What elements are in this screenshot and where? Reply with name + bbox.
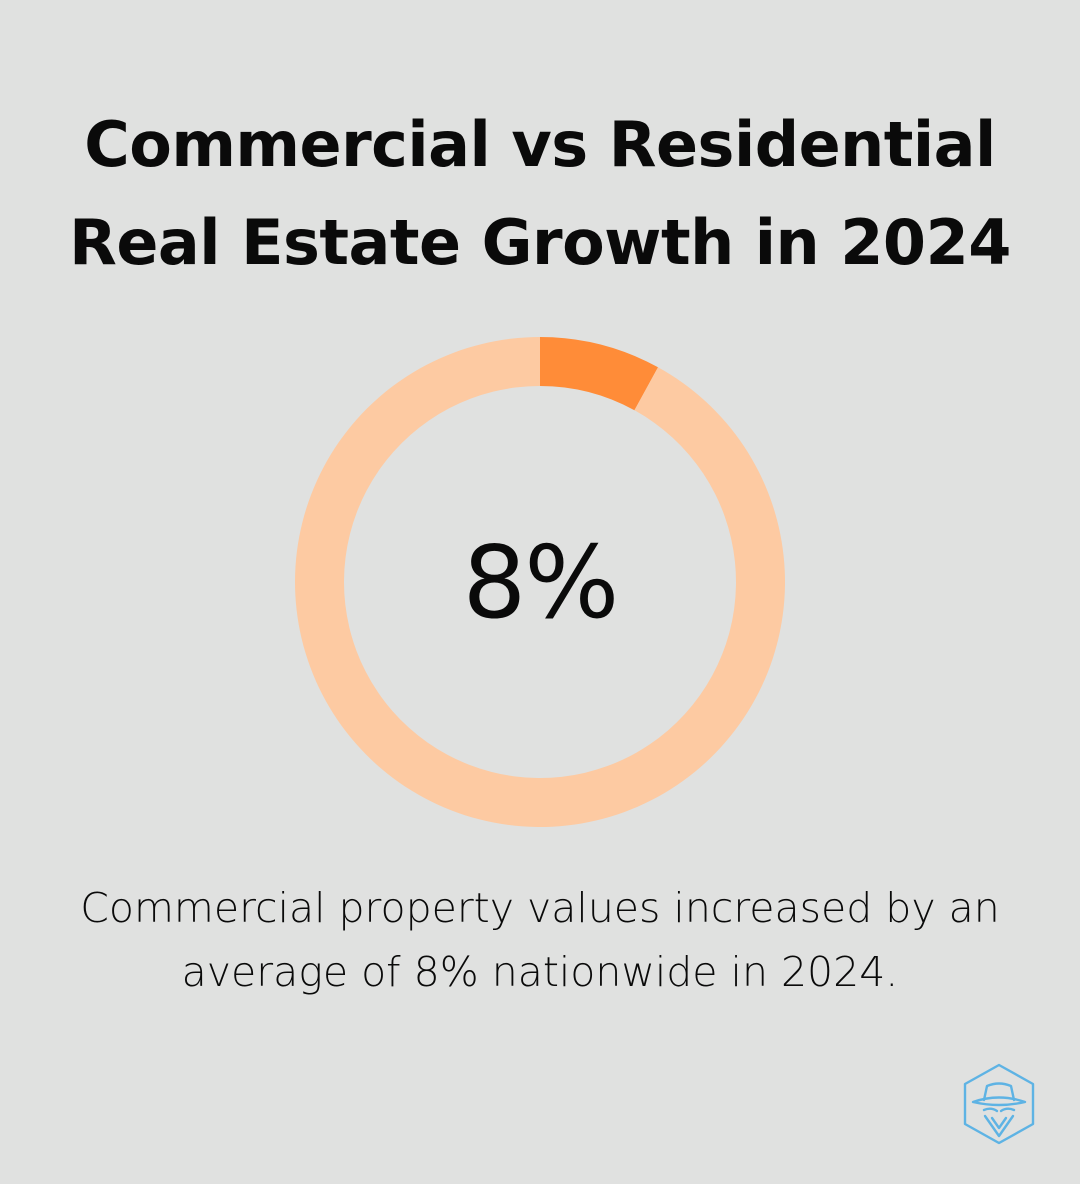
chart-caption: Commercial property values increased by … <box>0 876 1080 1004</box>
brand-logo <box>960 1062 1038 1146</box>
donut-chart-svg <box>295 337 786 827</box>
donut-chart: 8% <box>290 332 790 832</box>
chart-caption-line-2: average of 8% nationwide in 2024. <box>181 948 899 996</box>
chart-title: Commercial vs Residential Real Estate Gr… <box>0 96 1080 292</box>
chart-title-line-2: Real Estate Growth in 2024 <box>69 206 1011 279</box>
chart-title-line-1: Commercial vs Residential <box>84 108 996 181</box>
donut-center-value: 8% <box>462 523 620 641</box>
donut-slice-highlight <box>540 337 659 411</box>
spy-hat-hexagon-icon <box>963 1063 1035 1145</box>
chart-caption-line-1: Commercial property values increased by … <box>80 884 1000 932</box>
